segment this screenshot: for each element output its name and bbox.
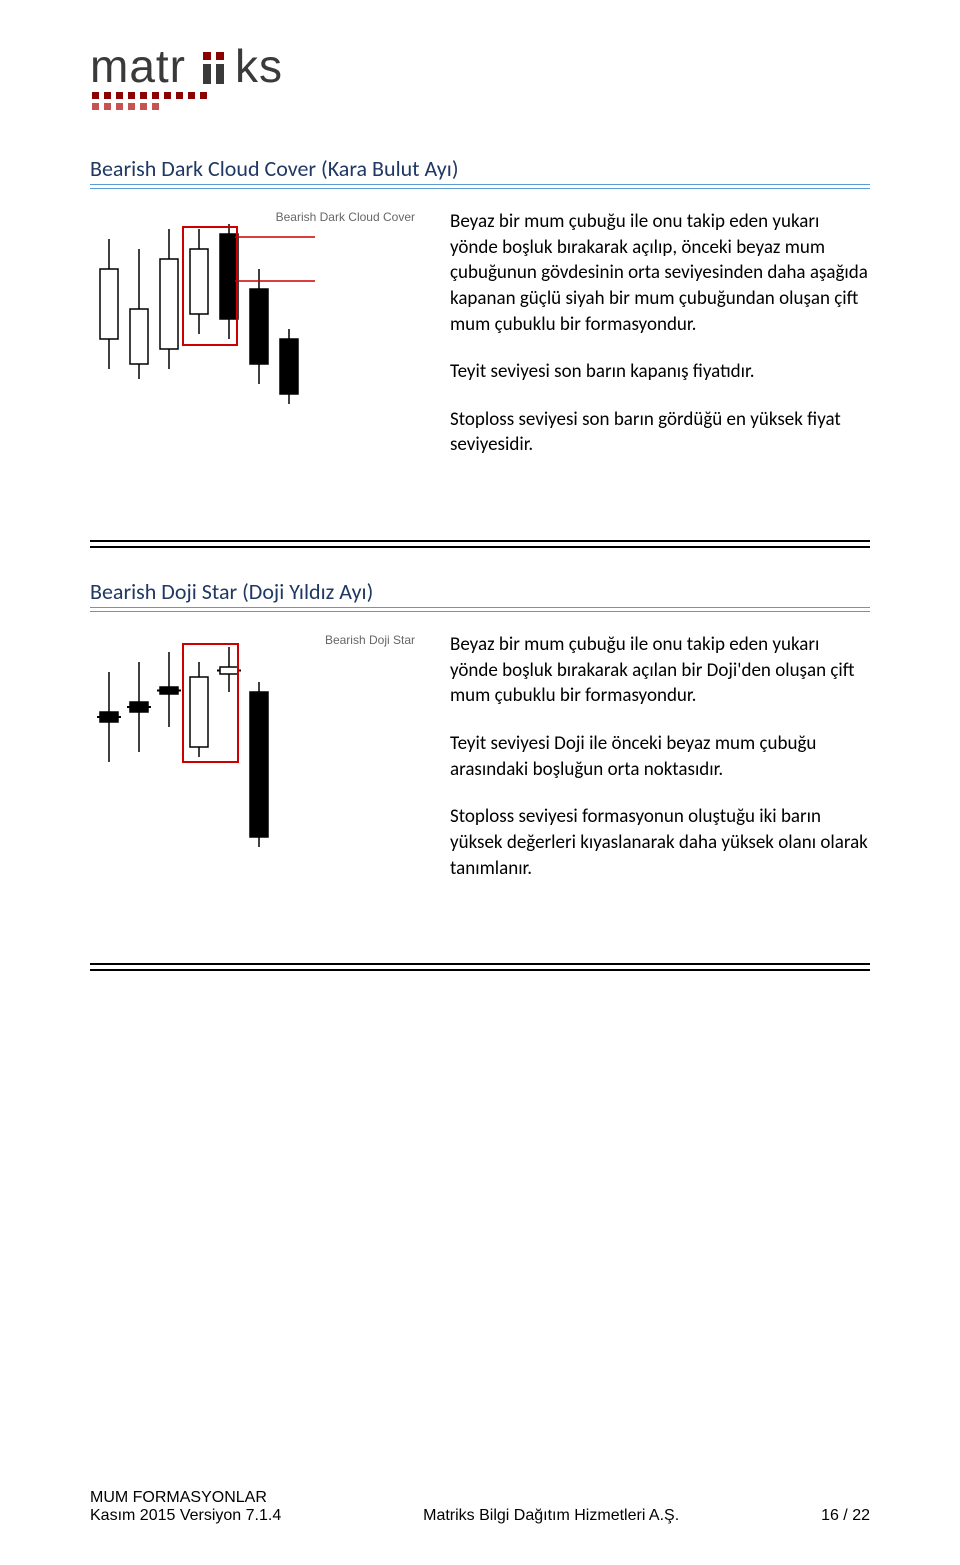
section2-para2: Teyit seviyesi Doji ile önceki beyaz mum… bbox=[450, 731, 870, 782]
footer-left-line1: MUM FORMASYONLAR bbox=[90, 1489, 281, 1507]
logo-svg: matr ks bbox=[90, 40, 350, 120]
section2-chart: Bearish Doji Star bbox=[90, 632, 420, 867]
section1-content: Bearish Dark Cloud Cover Beyaz bir mum ç… bbox=[90, 209, 870, 480]
section-separator-2 bbox=[90, 963, 870, 971]
section1-para2: Teyit seviyesi son barın kapanış fiyatıd… bbox=[450, 359, 870, 385]
logo-dots bbox=[92, 92, 207, 110]
section-separator-1 bbox=[90, 540, 870, 548]
section1-title: Bearish Dark Cloud Cover (Kara Bulut Ayı… bbox=[90, 155, 870, 182]
footer-center: Matriks Bilgi Dağıtım Hizmetleri A.Ş. bbox=[281, 1507, 821, 1525]
chart2-svg: Bearish Doji Star bbox=[90, 632, 420, 862]
section2-text: Beyaz bir mum çubuğu ile onu takip eden … bbox=[450, 632, 870, 903]
section2-rule bbox=[90, 607, 870, 612]
logo-text: matr bbox=[90, 40, 186, 92]
footer: MUM FORMASYONLAR Kasım 2015 Versiyon 7.1… bbox=[90, 1489, 870, 1525]
chart2-label: Bearish Doji Star bbox=[325, 633, 415, 647]
chart1-label: Bearish Dark Cloud Cover bbox=[276, 210, 415, 224]
section1-rule bbox=[90, 184, 870, 189]
footer-left-line2: Kasım 2015 Versiyon 7.1.4 bbox=[90, 1507, 281, 1525]
page: matr ks Bearish Dark Cloud Cover (Kara B… bbox=[0, 0, 960, 1565]
chart1-svg: Bearish Dark Cloud Cover bbox=[90, 209, 420, 419]
logo: matr ks bbox=[90, 40, 870, 125]
section2-title: Bearish Doji Star (Doji Yıldız Ayı) bbox=[90, 578, 870, 605]
section2-para1: Beyaz bir mum çubuğu ile onu takip eden … bbox=[450, 632, 870, 709]
section1-para1: Beyaz bir mum çubuğu ile onu takip eden … bbox=[450, 209, 870, 337]
section2-para3: Stoploss seviyesi formasyonun oluştuğu i… bbox=[450, 804, 870, 881]
section1-chart: Bearish Dark Cloud Cover bbox=[90, 209, 420, 424]
logo-text2: ks bbox=[235, 40, 283, 92]
footer-right: 16 / 22 bbox=[821, 1507, 870, 1525]
section1-para3: Stoploss seviyesi son barın gördüğü en y… bbox=[450, 407, 870, 458]
section1-text: Beyaz bir mum çubuğu ile onu takip eden … bbox=[450, 209, 870, 480]
section2-content: Bearish Doji Star Beyaz bir mum çubuğu i… bbox=[90, 632, 870, 903]
footer-left: MUM FORMASYONLAR Kasım 2015 Versiyon 7.1… bbox=[90, 1489, 281, 1525]
